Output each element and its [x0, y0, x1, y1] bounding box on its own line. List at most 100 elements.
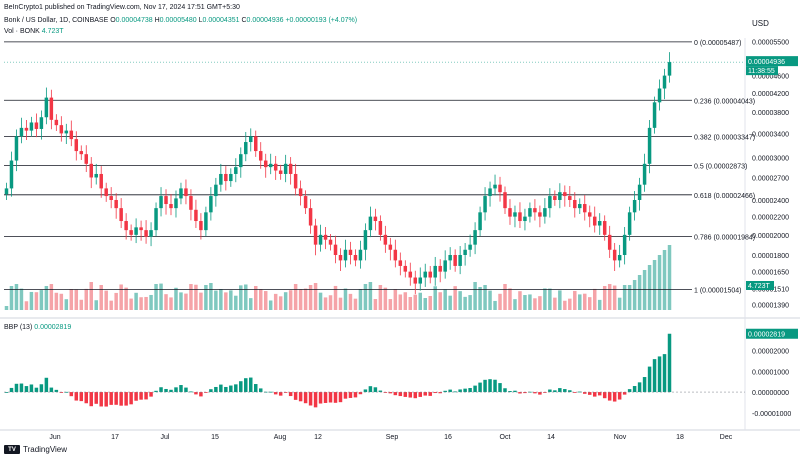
- volume-bar: [428, 295, 432, 310]
- candle-body: [383, 234, 388, 245]
- candle-body: [592, 216, 597, 226]
- volume-bar: [343, 288, 348, 310]
- bbp-bar: [229, 385, 233, 393]
- volume-bar: [144, 296, 148, 310]
- candle-body: [393, 249, 398, 261]
- candle-body: [119, 208, 123, 222]
- volume-bar: [179, 292, 183, 310]
- volume-bar: [169, 297, 173, 310]
- volume-bar: [453, 286, 457, 310]
- volume-bar: [483, 285, 487, 310]
- candle-body: [488, 188, 492, 197]
- bbp-bar: [109, 392, 113, 405]
- candle-body: [84, 154, 88, 164]
- volume-bar: [318, 292, 323, 310]
- bbp-value-badge: [746, 328, 798, 339]
- tradingview-wordmark: TradingView: [23, 445, 68, 454]
- volume-bar: [99, 285, 103, 310]
- candle-body: [219, 173, 223, 185]
- bbp-bar: [308, 392, 313, 406]
- candle-body: [229, 173, 233, 182]
- volume-bar: [523, 295, 527, 310]
- bbp-bar: [29, 384, 34, 393]
- bbp-bar: [44, 377, 49, 393]
- bbp-value-label: 0.00002819: [748, 332, 785, 339]
- candle-body: [94, 173, 98, 178]
- currency-label[interactable]: USD: [752, 19, 769, 28]
- bbp-bar: [139, 392, 143, 400]
- candle-body: [273, 163, 278, 171]
- time-tick-label: 16: [444, 434, 452, 441]
- candle-body: [288, 163, 293, 174]
- candle-body: [408, 271, 413, 278]
- candle-body: [189, 196, 193, 210]
- bbp-bar: [353, 392, 358, 398]
- bbp-bar: [523, 392, 527, 394]
- volume-bar: [642, 270, 647, 310]
- volume-bar: [288, 290, 293, 310]
- bbp-bar: [19, 383, 24, 393]
- bbp-bar: [194, 392, 198, 395]
- volume-bar: [403, 292, 408, 310]
- volume-bar: [139, 297, 143, 310]
- candle-body: [368, 216, 373, 231]
- candle-body: [578, 204, 582, 209]
- tradingview-logo[interactable]: TV TradingView: [4, 445, 67, 454]
- candle-body: [612, 249, 617, 261]
- bbp-bar: [558, 388, 562, 393]
- price-tick-label: 0.00004200: [752, 91, 789, 98]
- fib-level-label: 0.618 (0.00002466): [694, 193, 755, 200]
- candle-body: [39, 117, 44, 129]
- volume-bar: [617, 297, 622, 310]
- countdown-badge: [746, 66, 778, 76]
- bbp-bar: [209, 389, 213, 393]
- candle-body: [114, 199, 118, 209]
- candle-body: [44, 97, 49, 118]
- bbp-bar: [338, 392, 343, 403]
- bbp-bar: [318, 392, 323, 404]
- candle-body: [124, 221, 128, 231]
- bbp-bar: [119, 392, 123, 406]
- bbp-bar: [159, 387, 163, 393]
- candle-body: [558, 192, 562, 200]
- bbp-bar: [343, 392, 348, 399]
- volume-bar: [204, 285, 208, 310]
- fib-level-label: 0.5 (0.00002873): [694, 164, 747, 171]
- bbp-bar: [493, 379, 497, 393]
- volume-bar: [64, 299, 69, 310]
- high-label: H: [154, 17, 160, 24]
- candle-body: [642, 163, 647, 185]
- volume-bar: [333, 285, 338, 310]
- candle-body: [423, 271, 427, 278]
- volume-bar: [174, 287, 178, 310]
- bbp-bar: [553, 390, 557, 393]
- candle-body: [448, 254, 452, 261]
- candle-body: [328, 239, 333, 245]
- volume-bar: [109, 300, 113, 310]
- candle-body: [209, 196, 213, 213]
- bbp-bar: [433, 392, 437, 394]
- bbp-bar: [64, 391, 69, 393]
- volume-bar: [592, 288, 597, 310]
- candle-body: [583, 204, 587, 213]
- bbp-bar: [388, 392, 393, 394]
- candle-body: [363, 230, 368, 250]
- bbp-bar: [79, 392, 84, 402]
- volume-bar: [84, 288, 88, 310]
- last-price-label: 0.00004936: [748, 59, 785, 66]
- volume-bar: [448, 295, 452, 310]
- candle-body: [498, 184, 502, 193]
- volume-bar: [244, 284, 248, 310]
- indicator-legend: BBP (13) 0.00002819: [4, 324, 71, 331]
- candle-body: [453, 254, 457, 266]
- volume-bar: [528, 294, 532, 310]
- volume-bar: [293, 284, 298, 310]
- fib-level-label: 0.382 (0.00003347): [694, 134, 755, 141]
- bbp-bar: [99, 392, 103, 407]
- bbp-bar: [488, 379, 492, 393]
- bbp-bar: [134, 392, 138, 401]
- candle-body: [348, 249, 353, 255]
- candle-body: [174, 198, 178, 209]
- volume-badge: [746, 281, 774, 290]
